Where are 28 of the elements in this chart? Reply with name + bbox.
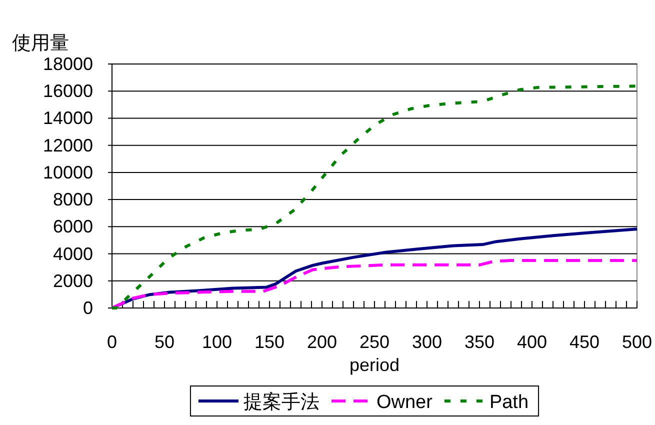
x-tick-label: 300: [412, 332, 442, 352]
x-tick-label: 400: [516, 332, 548, 352]
legend-label: Owner: [376, 392, 434, 413]
x-tick-label: 150: [254, 332, 285, 352]
line-series: [110, 259, 638, 310]
x-tick-label: 500: [622, 332, 652, 352]
y-tick-label: 6000: [52, 216, 93, 237]
y-tick-label: 16000: [42, 81, 93, 102]
x-tick-label: 350: [464, 332, 495, 352]
legend-label: Path: [489, 392, 529, 413]
x-tick-label: 100: [202, 332, 232, 352]
x-tick-label: 200: [306, 332, 338, 352]
y-tick-label: 8000: [52, 190, 93, 210]
y-axis-title: 使用量: [12, 33, 69, 54]
x-axis-title: period: [349, 355, 400, 375]
line-series: [110, 84, 638, 310]
y-tick-label: 10000: [42, 162, 93, 182]
y-tick-label: 18000: [42, 54, 93, 74]
y-tick-label: 0: [82, 298, 93, 318]
y-tick-label: 14000: [42, 108, 93, 128]
x-tick-label: 50: [154, 332, 175, 352]
y-tick-label: 12000: [42, 135, 93, 156]
y-tick-label: 2000: [52, 270, 93, 291]
x-tick-label: 250: [359, 332, 390, 352]
legend-label: 提案手法: [243, 391, 320, 413]
x-tick-label: 450: [569, 332, 600, 352]
x-tick-label: 0: [106, 332, 118, 352]
y-tick-label: 4000: [52, 244, 93, 264]
